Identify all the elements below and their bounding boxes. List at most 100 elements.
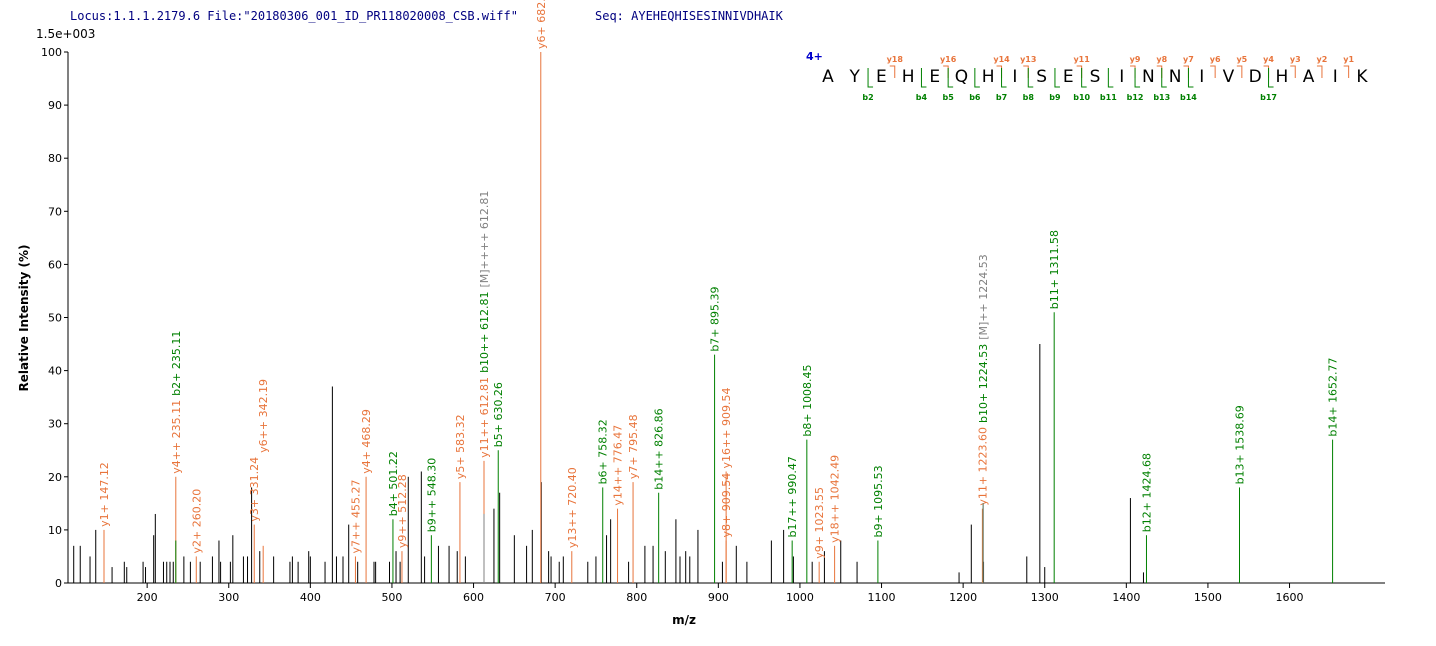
b-break: [1161, 68, 1167, 88]
b-ion-label: b2: [862, 93, 873, 102]
residue: H: [982, 67, 995, 87]
y-tick-label: 10: [48, 524, 62, 537]
y-ion-label: y8: [1156, 55, 1167, 64]
peak-label: y14++ 776.47: [612, 425, 625, 506]
peak-label: y2+ 260.20: [190, 489, 203, 554]
y-tick-label: 50: [48, 312, 62, 325]
residue: Y: [849, 67, 861, 87]
peak-label: b8+ 1008.45: [801, 364, 814, 436]
y-ion-label: y4: [1263, 55, 1274, 64]
peak-label: b17++ 990.47: [786, 456, 799, 537]
residue: E: [929, 67, 940, 87]
x-tick-label: 1100: [868, 591, 896, 604]
residue: I: [1333, 67, 1338, 87]
residue: A: [822, 67, 834, 87]
peak-label: b7+ 895.39: [709, 286, 722, 351]
b-ion-label: b8: [1023, 93, 1035, 102]
peak-label: b10++ 612.81: [478, 292, 491, 373]
x-tick-label: 1600: [1276, 591, 1304, 604]
b-break: [1027, 68, 1034, 88]
b-break: [1107, 68, 1114, 88]
b-ion-label: b10: [1073, 93, 1090, 102]
b-ion-label: b5: [943, 93, 955, 102]
y-tick-label: 100: [41, 46, 62, 59]
peak-label: y7+ 795.48: [627, 414, 640, 479]
b-ion-label: b4: [916, 93, 928, 102]
y-break: [1263, 65, 1270, 78]
y-tick-label: 40: [48, 365, 62, 378]
y-tick-label: 0: [55, 577, 62, 590]
x-tick-label: 300: [218, 591, 239, 604]
y-ion-label: y14: [993, 55, 1010, 64]
residue: N: [1169, 67, 1182, 87]
x-tick-label: 1400: [1112, 591, 1140, 604]
x-tick-label: 1200: [949, 591, 977, 604]
charge: 4+: [806, 50, 823, 63]
b-break: [1081, 68, 1087, 88]
residue: N: [1142, 67, 1155, 87]
b-ion-label: b11: [1100, 93, 1117, 102]
residue: H: [1276, 67, 1289, 87]
x-tick-label: 1500: [1194, 591, 1222, 604]
peak-label: y13++ 720.40: [566, 467, 579, 548]
peak-label: y4++ 235.11: [170, 400, 183, 474]
peak-label: y7++ 455.27: [349, 480, 362, 554]
y-tick-label: 60: [48, 258, 62, 271]
b-ion-label: b12: [1127, 93, 1144, 102]
y-tick-label: 90: [48, 99, 62, 112]
y-ion-label: y6: [1210, 55, 1221, 64]
y-break: [1156, 65, 1163, 78]
peak-label: b4+ 501.22: [387, 451, 400, 516]
y-break: [943, 65, 949, 78]
y-ion-label: y16: [940, 55, 957, 64]
peak-label: y16++ 909.54: [720, 388, 733, 469]
peak-label: b10+ 1224.53: [977, 344, 990, 423]
peak-label: y18++ 1042.49: [829, 455, 842, 543]
peak-label: b12+ 1424.68: [1140, 453, 1153, 532]
peak-label: b11+ 1311.58: [1048, 230, 1061, 309]
x-tick-label: 900: [708, 591, 729, 604]
residue: V: [1223, 67, 1235, 87]
x-tick-label: 1300: [1031, 591, 1059, 604]
peak-label: b9++ 548.30: [425, 458, 438, 532]
residue: E: [1063, 67, 1074, 87]
peak-label: b9+ 1095.53: [872, 465, 885, 537]
residue: S: [1036, 67, 1047, 87]
peak-label: y6+ 682.40: [535, 0, 548, 49]
y-tick-label: 20: [48, 471, 62, 484]
y-break: [1290, 65, 1296, 78]
y-ion-label: y7: [1183, 55, 1194, 64]
b-break: [1054, 68, 1060, 88]
peak-label: b14++ 826.86: [653, 408, 666, 489]
peak-label: [M]++ 1224.53: [977, 254, 990, 340]
peak-label: y9++ 512.28: [396, 474, 409, 548]
peak-label: b2+ 235.11: [170, 331, 183, 396]
y-tick-label: 30: [48, 418, 62, 431]
y-ion-label: y3: [1290, 55, 1301, 64]
b-break: [974, 68, 980, 88]
peak-label: y11++ 612.81: [478, 377, 491, 458]
b-break: [1001, 68, 1007, 88]
residue: I: [1012, 67, 1017, 87]
y-break: [1210, 65, 1216, 78]
residue: I: [1199, 67, 1204, 87]
scale-label: 1.5e+003: [36, 27, 95, 41]
b-break: [867, 68, 874, 88]
peak-label: y1+ 147.12: [98, 462, 111, 527]
header-seq: Seq: AYEHEQHISESINNIVDHAIK: [595, 9, 784, 23]
y-break: [1316, 65, 1323, 78]
header-locus: Locus:1.1.1.2179.6 File:"20180306_001_ID…: [70, 9, 518, 23]
y-ion-label: y18: [887, 55, 904, 64]
y-ion-label: y2: [1317, 55, 1328, 64]
x-tick-label: 200: [137, 591, 158, 604]
peak-label: y5+ 583.32: [454, 414, 467, 479]
y-tick-label: 70: [48, 205, 62, 218]
y-break: [996, 65, 1003, 78]
x-tick-label: 700: [545, 591, 566, 604]
b-break: [1134, 68, 1141, 88]
b-ion-label: b17: [1260, 93, 1277, 102]
peak-label: b6+ 758.32: [597, 419, 610, 484]
residue: E: [876, 67, 887, 87]
